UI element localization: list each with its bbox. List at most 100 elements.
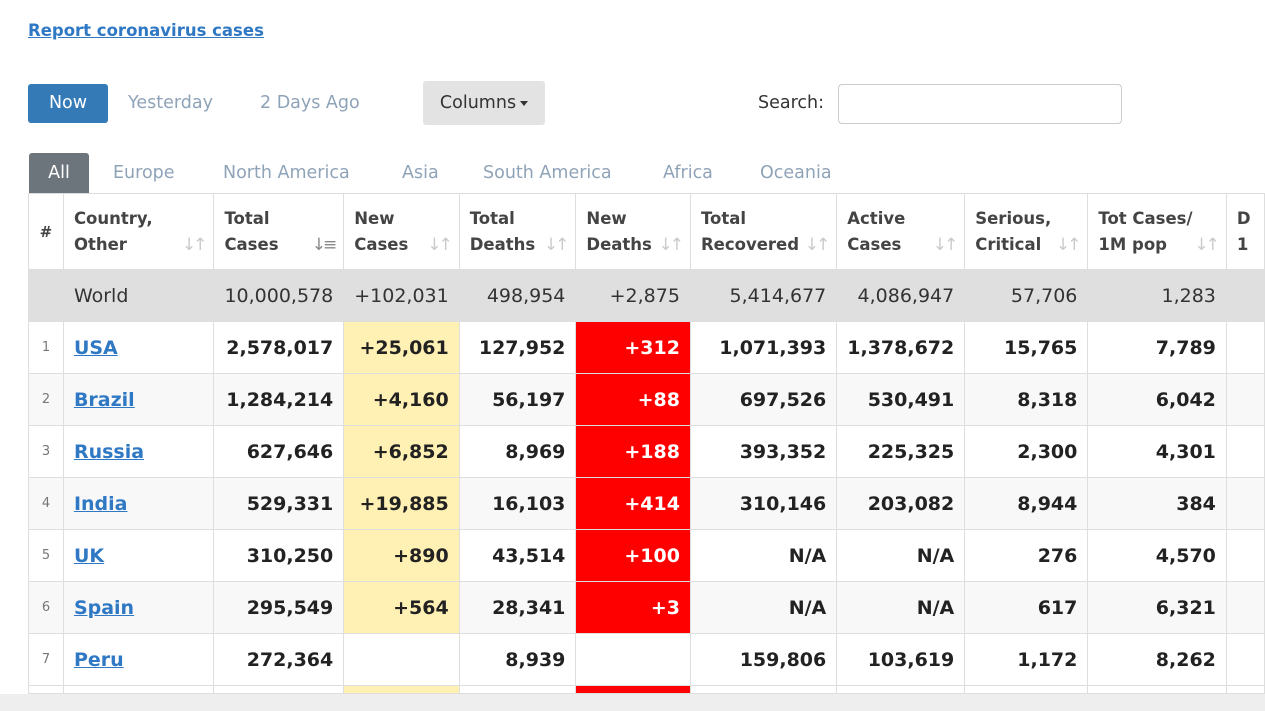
row-total-recovered: 1,071,393 xyxy=(689,321,838,374)
search-input[interactable] xyxy=(838,84,1122,124)
partial-cell xyxy=(213,685,345,694)
header-label-line: Deaths xyxy=(469,234,536,254)
region-tab-europe[interactable]: Europe xyxy=(113,163,175,183)
header-label-line: Total xyxy=(224,208,270,228)
country-link[interactable]: Brazil xyxy=(73,388,135,411)
row-new-cases: +4,160 xyxy=(343,373,460,426)
tab-2-days-ago[interactable]: 2 Days Ago xyxy=(260,93,360,113)
row-rank: 4 xyxy=(28,477,64,530)
row-new-deaths: +3 xyxy=(575,581,691,634)
row-total-deaths: 8,939 xyxy=(458,633,577,686)
row-country: UK xyxy=(62,529,215,582)
region-tab-south-america[interactable]: South America xyxy=(483,163,612,183)
header-tot-cases-per-million[interactable]: Tot Cases/1M pop ↓↑ xyxy=(1087,193,1227,270)
partial-cell xyxy=(689,685,838,694)
caret-down-icon xyxy=(520,100,529,106)
header-new-cases[interactable]: New Cases ↓↑ xyxy=(343,193,460,270)
row-deaths-per-million xyxy=(1225,425,1265,478)
sort-icon: ↓↑ xyxy=(427,235,452,255)
row-total-recovered: 697,526 xyxy=(689,373,838,426)
row-country: USA xyxy=(62,321,215,374)
header-label-line: D xyxy=(1236,208,1251,228)
header-serious-critical[interactable]: Serious, Critical ↓↑ xyxy=(964,193,1089,270)
row-tot-per-m: 8,262 xyxy=(1087,633,1227,686)
country-link[interactable]: UK xyxy=(73,544,105,567)
world-label: World xyxy=(62,269,215,322)
row-active-cases: 1,378,672 xyxy=(836,321,966,374)
header-total-recovered[interactable]: Total Recovered ↓↑ xyxy=(689,193,838,270)
row-deaths-per-million xyxy=(1225,373,1265,426)
row-country: India xyxy=(62,477,215,530)
region-tab-africa[interactable]: Africa xyxy=(663,163,713,183)
country-link[interactable]: USA xyxy=(73,336,118,359)
country-link[interactable]: Russia xyxy=(73,440,145,463)
search-label: Search: xyxy=(758,93,825,113)
partial-cell xyxy=(575,685,691,694)
row-deaths-per-million xyxy=(1225,581,1265,634)
header-total-cases[interactable]: Total Cases ↓≡ xyxy=(213,193,345,270)
row-total-recovered: 393,352 xyxy=(689,425,838,478)
world-total-cases: 10,000,578 xyxy=(213,269,345,322)
row-total-deaths: 28,341 xyxy=(458,581,577,634)
row-serious: 15,765 xyxy=(964,321,1089,374)
world-total-deaths: 498,954 xyxy=(458,269,577,322)
sort-desc-icon: ↓≡ xyxy=(311,235,337,255)
partial-cell xyxy=(836,685,966,694)
row-total-recovered: N/A xyxy=(689,529,838,582)
row-serious: 617 xyxy=(964,581,1089,634)
row-serious: 2,300 xyxy=(964,425,1089,478)
header-new-deaths[interactable]: New Deaths ↓↑ xyxy=(575,193,691,270)
row-new-cases: +25,061 xyxy=(343,321,460,374)
row-active-cases: 225,325 xyxy=(836,425,966,478)
row-serious: 8,944 xyxy=(964,477,1089,530)
partial-cell xyxy=(458,685,577,694)
header-label-line: Cases xyxy=(847,234,902,254)
columns-button[interactable]: Columns xyxy=(423,81,545,125)
row-tot-per-m: 4,301 xyxy=(1087,425,1227,478)
country-link[interactable]: India xyxy=(73,492,128,515)
header-country[interactable]: Country, Other ↓↑ xyxy=(62,193,215,270)
world-serious-critical: 57,706 xyxy=(964,269,1089,322)
row-total-deaths: 8,969 xyxy=(458,425,577,478)
header-label-line: 1 xyxy=(1236,234,1249,254)
row-new-deaths: +100 xyxy=(575,529,691,582)
row-total-recovered: 310,146 xyxy=(689,477,838,530)
header-active-cases[interactable]: Active Cases ↓↑ xyxy=(836,193,966,270)
region-tab-north-america[interactable]: North America xyxy=(223,163,350,183)
tab-yesterday[interactable]: Yesterday xyxy=(128,93,213,113)
row-total-cases: 310,250 xyxy=(213,529,345,582)
table-row: 7 Peru 272,364 8,939 159,806 103,619 1,172 8,26… xyxy=(28,633,1265,686)
row-new-cases: +890 xyxy=(343,529,460,582)
world-active-cases: 4,086,947 xyxy=(836,269,966,322)
tab-now[interactable]: Now xyxy=(28,84,108,123)
horizontal-scrollbar[interactable] xyxy=(0,694,1265,711)
country-link[interactable]: Spain xyxy=(73,596,135,619)
partial-cell xyxy=(1225,685,1265,694)
report-cases-link[interactable]: Report coronavirus cases xyxy=(28,21,264,40)
region-tab-oceania[interactable]: Oceania xyxy=(760,163,832,183)
row-country: Spain xyxy=(62,581,215,634)
header-rank[interactable]: # xyxy=(28,193,64,270)
row-rank: 7 xyxy=(28,633,64,686)
table-row-partial xyxy=(28,685,1265,694)
table-row: 5 UK 310,250 +890 43,514 +100 N/A N/A 276 4,570 xyxy=(28,529,1265,582)
region-tab-all[interactable]: All xyxy=(29,153,89,193)
region-tab-asia[interactable]: Asia xyxy=(402,163,439,183)
row-total-deaths: 56,197 xyxy=(458,373,577,426)
header-label-line: 1M pop xyxy=(1098,234,1167,254)
world-total-recovered: 5,414,677 xyxy=(689,269,838,322)
header-label-line: Critical xyxy=(975,234,1042,254)
header-total-deaths[interactable]: Total Deaths ↓↑ xyxy=(458,193,577,270)
world-new-deaths: +2,875 xyxy=(575,269,691,322)
row-rank: 5 xyxy=(28,529,64,582)
row-rank: 2 xyxy=(28,373,64,426)
row-total-deaths: 127,952 xyxy=(458,321,577,374)
world-new-cases: +102,031 xyxy=(343,269,460,322)
row-tot-per-m: 6,042 xyxy=(1087,373,1227,426)
row-new-cases: +19,885 xyxy=(343,477,460,530)
table-row: 2 Brazil 1,284,214 +4,160 56,197 +88 697,526 53… xyxy=(28,373,1265,426)
row-tot-per-m: 4,570 xyxy=(1087,529,1227,582)
country-link[interactable]: Peru xyxy=(73,648,124,671)
row-serious: 1,172 xyxy=(964,633,1089,686)
